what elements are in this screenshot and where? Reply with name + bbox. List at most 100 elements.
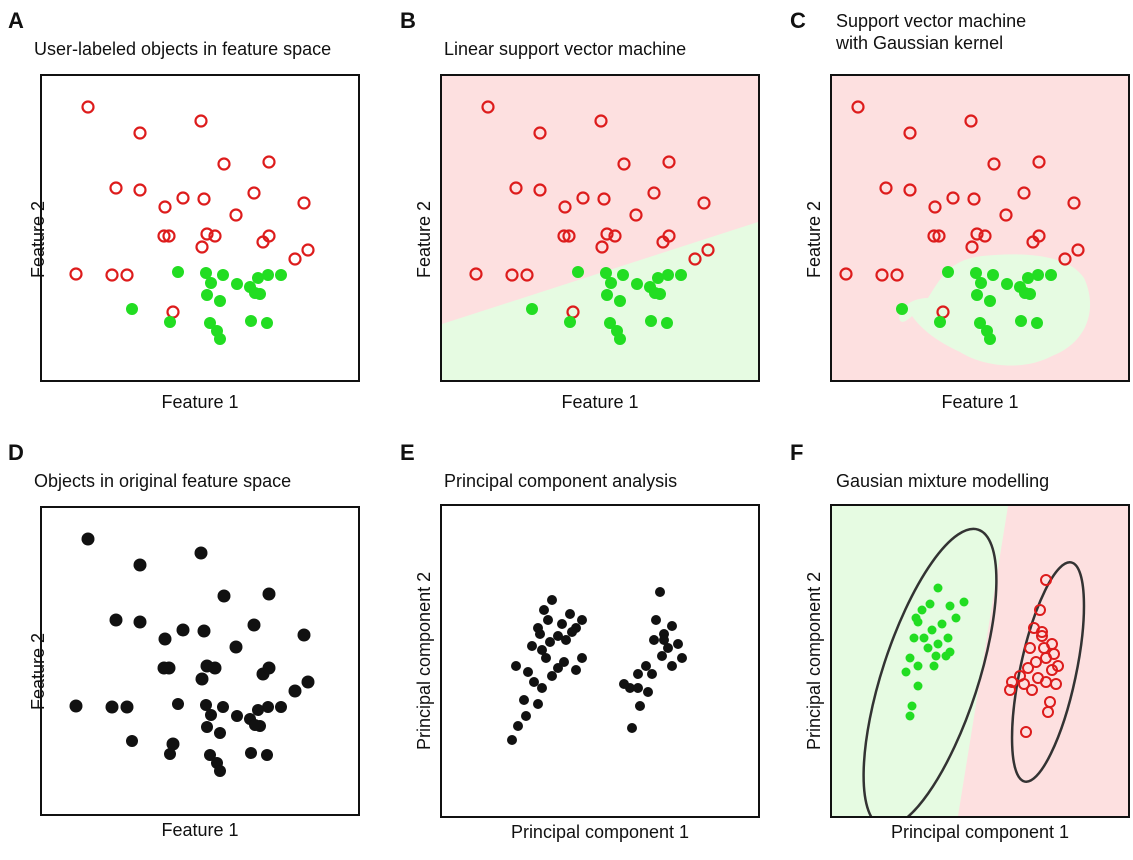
data-point-red xyxy=(533,183,547,197)
data-point xyxy=(297,628,311,642)
pca-plot xyxy=(507,587,687,745)
data-point-green xyxy=(1022,272,1034,284)
data-point-red xyxy=(562,229,576,243)
svm-linear-plot xyxy=(442,76,758,380)
data-point-green xyxy=(933,583,943,593)
data-point xyxy=(231,710,243,722)
data-point xyxy=(195,672,209,686)
class-region-green xyxy=(832,506,1008,816)
data-point xyxy=(252,704,264,716)
x-axis-label: Principal component 1 xyxy=(510,822,690,842)
data-point-red xyxy=(978,229,992,243)
data-point-green xyxy=(249,287,261,299)
data-point xyxy=(158,632,172,646)
data-point xyxy=(229,640,243,654)
data-point-red xyxy=(262,229,276,243)
data-point xyxy=(166,737,180,751)
x-axis-label: Feature 1 xyxy=(561,392,639,412)
data-point-green xyxy=(971,289,983,301)
data-point-red xyxy=(533,126,547,140)
y-axis-label: Feature 2 xyxy=(28,200,48,278)
data-point-green xyxy=(905,711,915,721)
data-point xyxy=(194,546,208,560)
data-point xyxy=(519,695,529,705)
y-axis-label: Principal component 2 xyxy=(414,571,434,750)
data-point-green xyxy=(929,661,939,671)
data-point-green xyxy=(934,316,946,328)
data-point xyxy=(157,661,171,675)
data-point xyxy=(81,532,95,546)
data-point xyxy=(655,587,665,597)
data-point-red xyxy=(970,227,984,241)
data-point-green xyxy=(909,633,919,643)
data-point-green xyxy=(204,317,216,329)
data-point-green xyxy=(172,266,184,278)
data-point-red xyxy=(247,186,261,200)
data-point-green xyxy=(662,269,674,281)
data-point xyxy=(262,587,276,601)
x-axis-label: Feature 1 xyxy=(161,820,239,840)
data-point-green xyxy=(931,651,941,661)
data-point-green xyxy=(652,272,664,284)
data-point-red xyxy=(1050,678,1062,690)
panel-letter: F xyxy=(790,440,804,465)
data-point xyxy=(545,637,555,647)
data-point-green xyxy=(896,303,908,315)
data-point xyxy=(565,609,575,619)
data-point-red xyxy=(967,192,981,206)
data-point-green xyxy=(205,277,217,289)
data-point-red xyxy=(1040,574,1052,586)
data-point xyxy=(577,615,587,625)
data-point xyxy=(204,749,216,761)
data-point-green xyxy=(1032,269,1044,281)
data-point-green xyxy=(572,266,584,278)
data-point xyxy=(527,641,537,651)
data-point-red xyxy=(1018,678,1030,690)
data-point xyxy=(262,701,274,713)
data-point-red xyxy=(200,227,214,241)
panel-a: A User-labeled objects in feature space … xyxy=(8,8,368,428)
data-point-red xyxy=(197,192,211,206)
data-point-red xyxy=(229,208,243,222)
y-axis-label: Feature 2 xyxy=(28,632,48,710)
data-point xyxy=(288,684,302,698)
data-point xyxy=(69,699,83,713)
data-point xyxy=(577,653,587,663)
data-point xyxy=(533,699,543,709)
data-point xyxy=(214,727,226,739)
data-point-red xyxy=(1071,243,1085,257)
panel-letter: E xyxy=(400,440,415,465)
data-point-green xyxy=(975,277,987,289)
data-point-red xyxy=(1036,630,1048,642)
panel-f: F Gausian mixture modelling Principal co… xyxy=(790,440,1133,860)
data-point xyxy=(217,589,231,603)
panel-letter: A xyxy=(8,8,24,33)
data-point-green xyxy=(614,333,626,345)
data-point-red xyxy=(509,181,523,195)
data-point-red xyxy=(647,186,661,200)
data-point-red xyxy=(158,200,172,214)
data-point-red xyxy=(1052,660,1064,672)
data-point-green xyxy=(901,667,911,677)
gmm-plot xyxy=(832,506,1128,816)
data-point-red xyxy=(157,229,171,243)
panel-d: D Objects in original feature space Feat… xyxy=(8,440,368,860)
data-point-green xyxy=(911,613,921,623)
data-point-green xyxy=(913,661,923,671)
data-point-green xyxy=(245,315,257,327)
data-point-red xyxy=(697,196,711,210)
data-point xyxy=(201,721,213,733)
data-point-red xyxy=(1048,648,1060,660)
data-point-red xyxy=(987,157,1001,171)
data-point xyxy=(217,701,229,713)
data-point-green xyxy=(933,639,943,649)
panel-e: E Principal component analysis Principal… xyxy=(400,440,760,860)
data-point-red xyxy=(1030,656,1042,668)
data-point-red xyxy=(903,183,917,197)
data-point-red xyxy=(194,114,208,128)
data-point-green xyxy=(661,317,673,329)
data-point-red xyxy=(69,267,83,281)
cluster-ellipse-red xyxy=(1010,561,1086,783)
data-point-red xyxy=(166,305,180,319)
data-point-red xyxy=(1026,684,1038,696)
